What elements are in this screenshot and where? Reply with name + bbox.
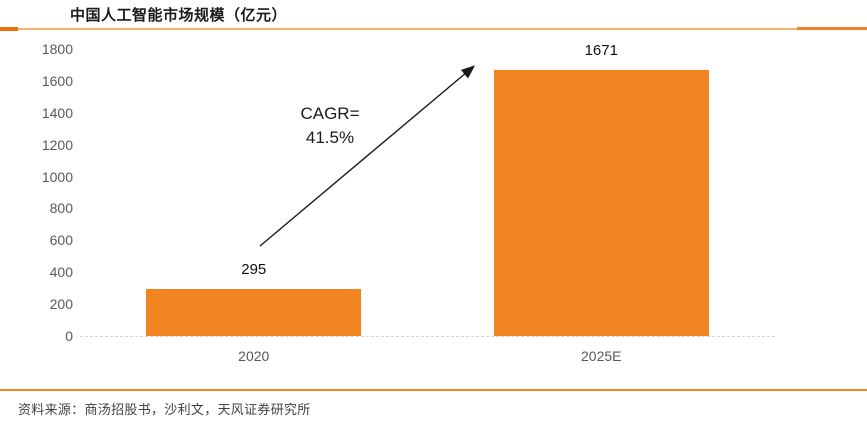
bar: [493, 70, 709, 336]
x-axis-label: 2025E: [581, 348, 622, 364]
bar: [146, 289, 362, 336]
footer-rule: [0, 389, 867, 391]
header-rule-accent-right: [797, 27, 867, 30]
header-rule: [18, 28, 797, 30]
cagr-annotation-line1: CAGR=: [300, 104, 360, 123]
bar-value-label: 1671: [584, 42, 618, 59]
y-axis-tick-label: 600: [49, 232, 73, 249]
y-axis-tick-label: 200: [49, 296, 73, 313]
y-axis-tick-label: 0: [65, 328, 73, 344]
bar-value-label: 295: [241, 261, 267, 278]
x-axis-baseline: [80, 336, 775, 337]
chart-title: 中国人工智能市场规模（亿元）: [70, 7, 288, 24]
y-axis-tick-label: 400: [49, 264, 73, 281]
y-axis-tick-label: 800: [49, 200, 73, 217]
cagr-annotation-line2: 41.5%: [305, 128, 355, 147]
y-axis-tick-label: 1200: [41, 136, 73, 153]
y-axis-tick-label: 1400: [41, 104, 73, 121]
source-note: 资料来源：商汤招股书，沙利文，天风证券研究所: [18, 402, 311, 417]
y-axis-tick-label: 1600: [41, 72, 73, 89]
y-axis-tick-label: 1000: [41, 168, 73, 185]
x-axis-label: 2020: [238, 348, 270, 364]
cagr-annotation: CAGR= 41.5%: [288, 102, 372, 150]
header-rule-accent-left: [0, 27, 18, 31]
y-axis-tick-label: 1800: [41, 41, 73, 57]
